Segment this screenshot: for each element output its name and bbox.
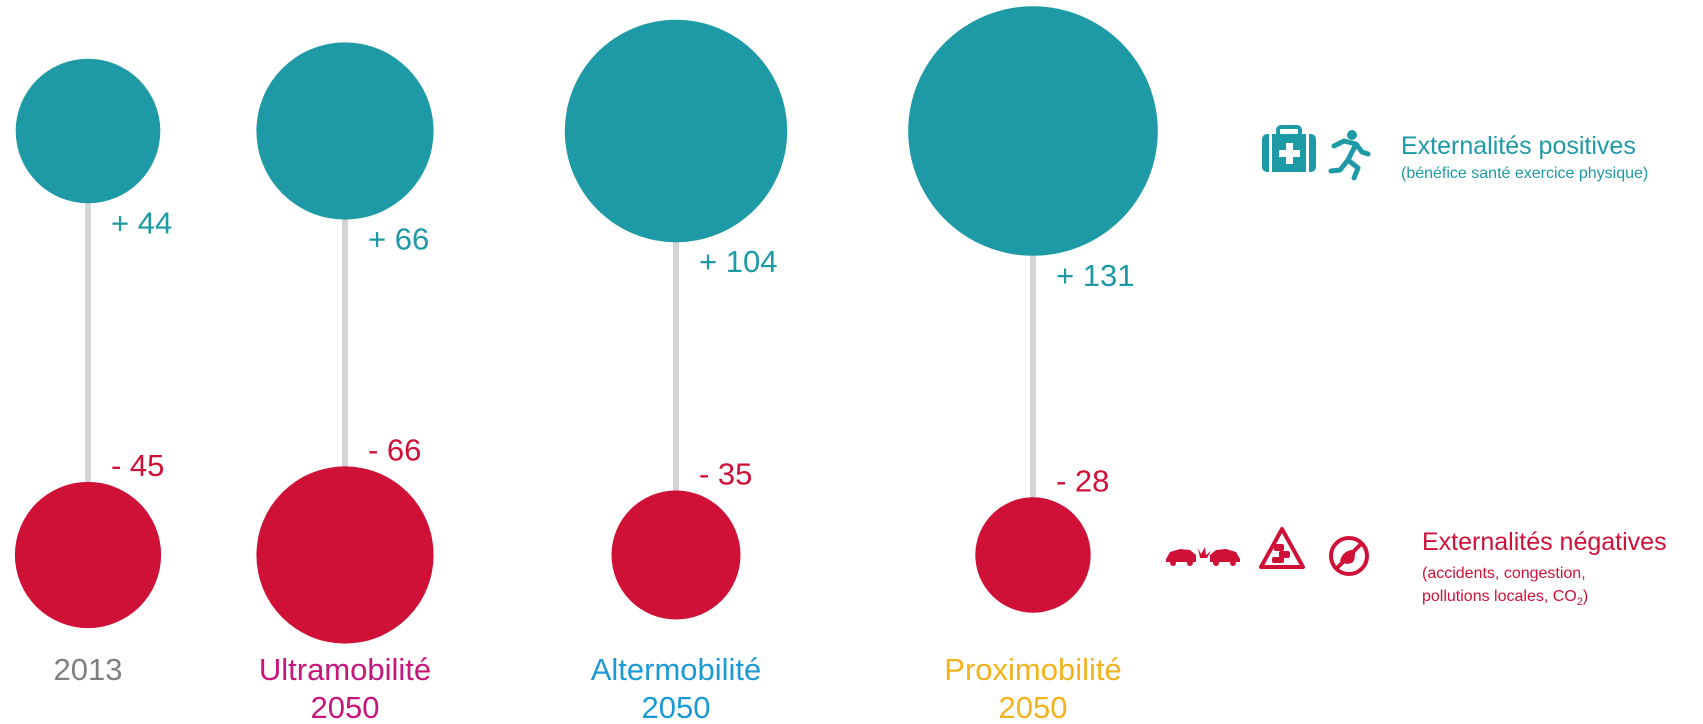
legend-negative: Externalités négatives (accidents, conge… xyxy=(1166,527,1667,608)
stems-group xyxy=(85,131,1036,555)
legend-positive-title: Externalités positives xyxy=(1401,132,1636,160)
no-pollution-icon xyxy=(1329,536,1369,576)
scenario-label: Ultramobilité xyxy=(259,652,431,687)
running-person-icon xyxy=(1328,130,1371,181)
traffic-jam-warning-icon xyxy=(1259,527,1305,569)
legend-negative-subtitle-line2-end: ) xyxy=(1583,588,1588,605)
car-crash-icon xyxy=(1166,547,1240,566)
positive-value-label: + 131 xyxy=(1056,258,1134,293)
negative-value-label: - 28 xyxy=(1056,463,1109,498)
negative-value-label: - 66 xyxy=(368,432,421,467)
legend-negative-subtitle-line1: (accidents, congestion, xyxy=(1422,565,1586,582)
legend-negative-subtitle-co2-subscript: 2 xyxy=(1577,596,1583,608)
scenario-year-label: 2050 xyxy=(642,690,711,724)
scenario-label: Altermobilité xyxy=(591,652,762,687)
bubbles-group xyxy=(14,6,1158,644)
scenario-year-label: 2050 xyxy=(311,690,380,724)
negative-bubble xyxy=(256,466,434,644)
positive-value-label: + 44 xyxy=(111,205,172,240)
negative-value-label: - 35 xyxy=(699,457,752,492)
positive-value-label: + 104 xyxy=(699,244,777,279)
negative-bubble xyxy=(975,497,1091,613)
legend-negative-subtitle-line2: pollutions locales, CO2) xyxy=(1422,588,1588,608)
scenario-labels-group: 2013 Ultramobilité2050Altermobilité2050Pr… xyxy=(54,652,1122,724)
negative-value-label: - 45 xyxy=(111,448,164,483)
scenario-label: Proximobilité xyxy=(944,652,1121,687)
negative-bubble xyxy=(14,481,162,629)
positive-bubble xyxy=(256,42,434,220)
positive-bubble xyxy=(564,19,788,243)
positive-bubble xyxy=(908,6,1158,256)
scenario-label: 2013 xyxy=(54,652,123,687)
first-aid-kit-icon xyxy=(1262,125,1316,172)
negative-bubble xyxy=(611,490,741,620)
legend-positive: Externalités positives (bénéfice santé e… xyxy=(1262,125,1648,182)
scenario-year-label: 2050 xyxy=(999,690,1068,724)
legend-positive-subtitle: (bénéfice santé exercice physique) xyxy=(1401,165,1648,182)
positive-bubble xyxy=(15,58,161,204)
positive-value-label: + 66 xyxy=(368,222,429,257)
legend-negative-subtitle-line2-main: pollutions locales, CO xyxy=(1422,588,1577,605)
legend-negative-title: Externalités négatives xyxy=(1422,528,1667,556)
value-labels-group: + 44 - 45 + 66 - 66 + 104 - 35 + 131 - 28 xyxy=(111,205,1134,498)
